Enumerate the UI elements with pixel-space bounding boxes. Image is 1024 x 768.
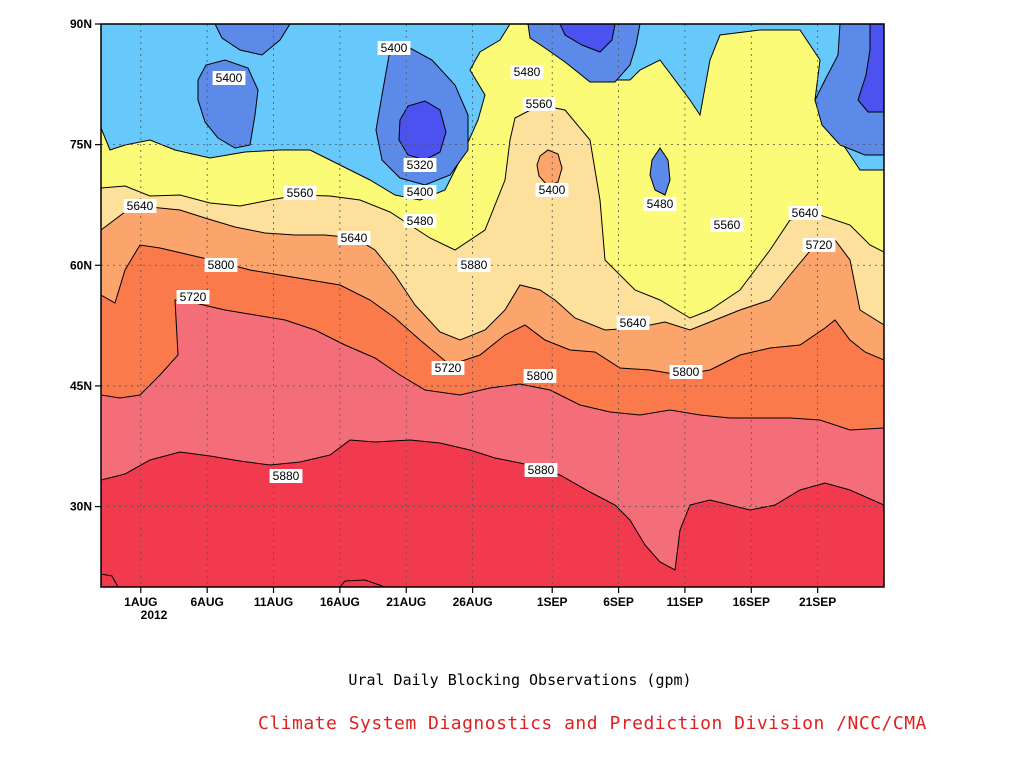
contour-label: 5720 [435, 361, 462, 375]
y-tick-label: 45N [70, 379, 92, 393]
contour-label-bg [457, 258, 491, 272]
x-tick-label: 1AUG [124, 595, 157, 609]
contour-label: 5720 [180, 290, 207, 304]
contour-label-bg [524, 463, 558, 477]
contour-label: 5400 [407, 185, 434, 199]
x-tick-label: 16SEP [733, 595, 770, 609]
contour-label-bg [123, 199, 157, 213]
contour-label-bg [522, 97, 556, 111]
x-axis: 1AUG 6AUG 11AUG 16AUG 21AUG 26AUG 1SEP 6SEP 11SE… [124, 587, 836, 609]
x-tick-label: 11AUG [254, 595, 293, 609]
contour-label: 5720 [806, 238, 833, 252]
contour-label-bg [802, 238, 836, 252]
contour-label: 5320 [407, 158, 434, 172]
y-tick-label: 60N [70, 258, 92, 272]
contour-label-bg [403, 158, 437, 172]
x-year-label: 2012 [141, 608, 168, 622]
high-5640-spot [536, 149, 563, 187]
contour-label: 5880 [461, 258, 488, 272]
contour-label: 5400 [216, 71, 243, 85]
contour-label-bg [403, 214, 437, 228]
y-axis: 30N 45N 60N 75N 90N [70, 17, 101, 514]
contour-label-bg [616, 316, 650, 330]
contour-label: 5480 [647, 197, 674, 211]
contour-label: 5800 [527, 369, 554, 383]
plot-frame [100, 23, 885, 588]
contour-label: 5800 [208, 258, 235, 272]
contour-label-bg [403, 185, 437, 199]
contour-label-bg [283, 186, 317, 200]
contour-label-bg [431, 361, 465, 375]
x-tick-label: 1SEP [537, 595, 568, 609]
y-tick-label: 90N [70, 17, 92, 31]
contour-label: 5800 [673, 365, 700, 379]
low-5400-f [814, 24, 884, 156]
low-5400-b [214, 24, 291, 56]
contour-label: 5400 [539, 183, 566, 197]
low-5400-e [649, 147, 671, 196]
contour-label: 5880 [273, 469, 300, 483]
contour-label: 5560 [714, 218, 741, 232]
contour-chart: 1AUG 6AUG 11AUG 16AUG 21AUG 26AUG 1SEP 6SEP 11SE… [70, 17, 885, 622]
contour-label: 5640 [620, 316, 647, 330]
contour-label-bg [337, 231, 371, 245]
low-5320-c [857, 24, 884, 113]
contour-label: 5400 [381, 41, 408, 55]
contour-labels: 5400 5400 5480 5560 5640 5320 5400 5480 5560 5640… [123, 41, 836, 483]
contour-label-bg [176, 290, 210, 304]
credit-text: Climate System Diagnostics and Predictio… [258, 713, 927, 734]
contour-label: 5640 [127, 199, 154, 213]
band-above-5880-small2 [339, 579, 386, 587]
contour-label-bg [510, 65, 544, 79]
contour-label: 5560 [287, 186, 314, 200]
contour-label-bg [669, 365, 703, 379]
band-above-5880-small [101, 573, 119, 587]
contour-label-bg [204, 258, 238, 272]
grid-lines [101, 24, 884, 587]
contour-label-bg [212, 71, 246, 85]
contour-label-bg [788, 206, 822, 220]
y-tick-label: 75N [70, 138, 92, 152]
contour-fills [101, 24, 884, 587]
y-tick-label: 30N [70, 500, 92, 514]
x-tick-label: 21SEP [799, 595, 836, 609]
contour-label: 5560 [526, 97, 553, 111]
contour-label-bg [523, 369, 557, 383]
x-tick-label: 21AUG [386, 595, 426, 609]
contour-label: 5640 [792, 206, 819, 220]
contour-label-bg [269, 469, 303, 483]
low-5320-a [398, 100, 447, 161]
contour-label: 5480 [407, 214, 434, 228]
low-5320-b [559, 24, 616, 53]
contour-label: 5640 [341, 231, 368, 245]
x-tick-label: 11SEP [667, 595, 704, 609]
contour-label-bg [535, 183, 569, 197]
x-tick-label: 6AUG [190, 595, 223, 609]
contour-label: 5880 [528, 463, 555, 477]
x-tick-label: 26AUG [453, 595, 493, 609]
x-axis-label: Ural Daily Blocking Observations (gpm) [348, 671, 692, 689]
x-tick-label: 6SEP [603, 595, 634, 609]
contour-label-bg [710, 218, 744, 232]
contour-label-bg [377, 41, 411, 55]
contour-label: 5480 [514, 65, 541, 79]
x-tick-label: 16AUG [320, 595, 360, 609]
contour-label-bg [643, 197, 677, 211]
